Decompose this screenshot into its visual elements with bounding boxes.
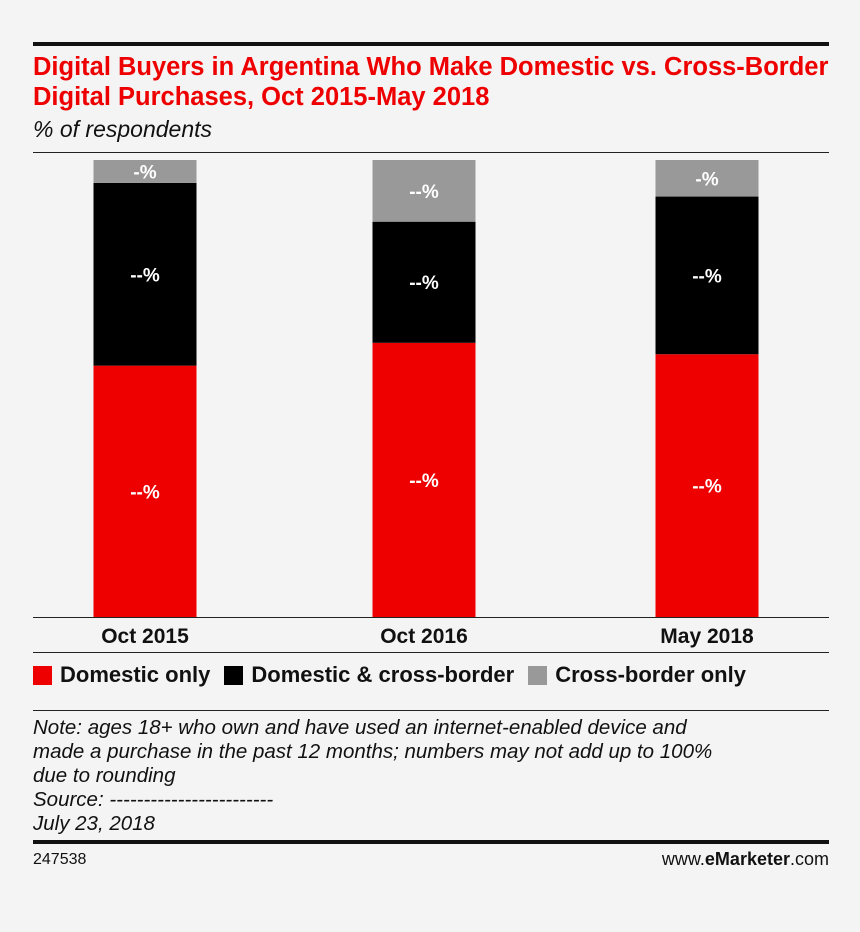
legend-item-domestic-only: Domestic only — [33, 662, 210, 688]
note-block: Note: ages 18+ who own and have used an … — [33, 716, 829, 836]
legend-item-domestic-cross-border: Domestic & cross-border — [224, 662, 514, 688]
legend-swatch-cross-border-only — [528, 665, 548, 685]
date-line: July 23, 2018 — [33, 812, 155, 835]
bar-segment-domestic-cross-border — [93, 182, 197, 366]
x-tick-label: May 2018 — [660, 625, 754, 648]
brand-link[interactable]: www.eMarketer.com — [662, 849, 829, 870]
subtitle-rule — [33, 152, 829, 153]
brand-prefix: www. — [661, 849, 705, 869]
legend-label-domestic-cross-border: Domestic & cross-border — [251, 662, 515, 687]
chart-subtitle: % of respondents — [33, 116, 213, 142]
bar-segment-domestic-cross-border — [655, 196, 759, 355]
note-line: made a purchase in the past 12 months; n… — [33, 740, 713, 763]
bar-segment-cross-border-only — [655, 160, 759, 197]
data-label: --% — [409, 273, 439, 294]
note-line: due to rounding — [33, 764, 176, 787]
top-rule — [33, 42, 829, 46]
data-label: -% — [133, 162, 156, 183]
source-line: Source: ------------------------ — [33, 788, 274, 811]
bottom-rule — [33, 840, 829, 844]
bar-segment-domestic-cross-border — [372, 221, 476, 343]
legend-swatch-domestic-only — [33, 665, 52, 685]
data-label: -% — [695, 169, 718, 190]
data-label: --% — [409, 182, 439, 203]
legend-swatch-domestic-cross-border — [224, 665, 244, 685]
note-line: Note: ages 18+ who own and have used an … — [33, 716, 687, 739]
brand-name: eMarketer — [704, 849, 790, 869]
bar-segment-domestic-only — [372, 342, 476, 617]
data-label: --% — [130, 482, 160, 503]
legend-label-domestic-only: Domestic only — [60, 662, 211, 687]
chart-id: 247538 — [33, 851, 87, 868]
x-tick-label: Oct 2015 — [101, 625, 189, 648]
bar-segment-domestic-only — [93, 365, 197, 617]
data-label: --% — [130, 265, 160, 286]
data-label: --% — [692, 477, 722, 498]
data-label: --% — [409, 471, 439, 492]
legend-label-cross-border-only: Cross-border only — [555, 662, 746, 687]
brand-suffix: .com — [789, 849, 829, 869]
bar-segment-domestic-only — [655, 354, 759, 617]
legend-item-cross-border-only: Cross-border only — [528, 662, 746, 688]
bar-segment-cross-border-only — [372, 160, 476, 222]
legend-rule — [33, 652, 829, 653]
legend: Domestic only Domestic & cross-border Cr… — [33, 662, 829, 688]
stacked-bar-chart: --% --% -% Oct 2015 --% --% --% Oct 2016 --% --% -… — [33, 160, 829, 648]
x-tick-label: Oct 2016 — [380, 625, 468, 648]
note-rule — [33, 710, 829, 711]
chart-title: Digital Buyers in Argentina Who Make Dom… — [33, 53, 829, 111]
data-label: --% — [692, 266, 722, 287]
bar-segment-cross-border-only — [93, 160, 197, 183]
